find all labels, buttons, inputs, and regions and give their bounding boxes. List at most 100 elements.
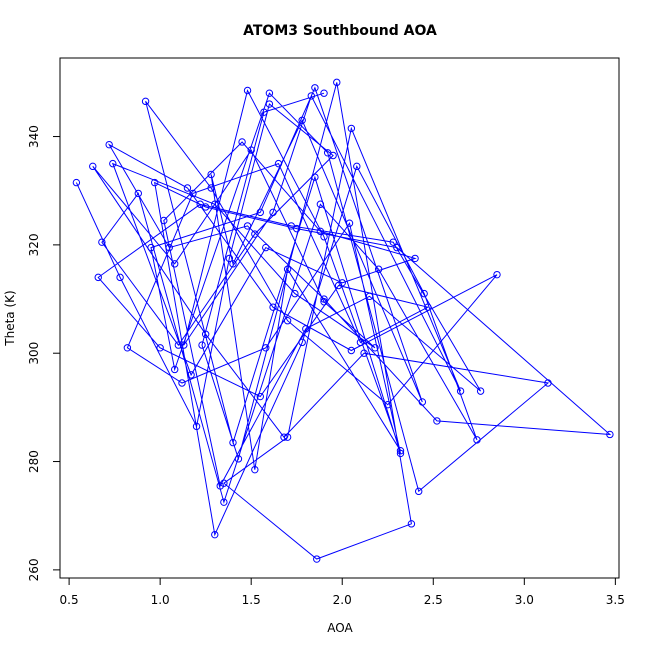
y-tick-label: 280 xyxy=(27,450,41,473)
data-point xyxy=(225,254,234,263)
series-line xyxy=(75,82,612,560)
data-point xyxy=(141,97,150,106)
data-point xyxy=(150,178,159,187)
y-axis-label: Theta (K) xyxy=(3,290,17,346)
y-tick-label: 260 xyxy=(27,558,41,581)
data-point xyxy=(187,371,195,379)
data-point xyxy=(265,89,274,97)
data-point xyxy=(374,265,383,273)
data-point xyxy=(207,170,215,179)
data-point xyxy=(256,392,264,401)
data-point xyxy=(345,219,354,227)
data-point xyxy=(338,279,346,287)
data-point xyxy=(196,200,204,208)
data-point xyxy=(313,555,321,563)
data-point xyxy=(476,387,485,395)
data-point xyxy=(544,379,552,387)
x-tick-label: 1.0 xyxy=(151,593,170,607)
data-point xyxy=(171,365,179,374)
data-point xyxy=(456,387,465,395)
data-point xyxy=(243,222,252,230)
data-point xyxy=(220,479,228,487)
data-point xyxy=(174,341,183,349)
data-point xyxy=(287,222,295,230)
data-point xyxy=(320,295,328,303)
data-point xyxy=(407,520,416,528)
data-point xyxy=(207,184,215,192)
data-point xyxy=(415,487,423,496)
x-axis: 0.5 1.0 1.5 2.0 2.5 3.0 3.5 xyxy=(60,577,625,607)
data-point xyxy=(229,438,237,447)
data-point xyxy=(94,273,102,282)
data-point xyxy=(262,243,270,252)
data-point xyxy=(183,184,192,192)
data-point xyxy=(396,449,405,458)
data-point xyxy=(265,100,274,108)
data-point xyxy=(89,162,97,171)
data-point xyxy=(180,341,188,349)
data-point xyxy=(134,189,142,198)
x-tick-label: 0.5 xyxy=(60,593,79,607)
data-point xyxy=(411,254,419,263)
data-point xyxy=(98,238,106,246)
y-tick-label: 340 xyxy=(27,125,41,148)
data-point xyxy=(198,341,206,349)
data-point xyxy=(360,349,368,357)
data-point xyxy=(220,498,228,506)
data-point xyxy=(473,436,481,444)
data-point xyxy=(347,124,356,133)
data-point xyxy=(283,317,292,325)
data-point xyxy=(291,289,299,298)
data-point xyxy=(433,417,441,425)
data-point xyxy=(347,346,356,355)
data-point xyxy=(147,243,155,252)
x-axis-label: AOA xyxy=(327,621,353,635)
x-tick-label: 3.5 xyxy=(606,593,625,607)
x-tick-label: 1.5 xyxy=(242,593,261,607)
data-point xyxy=(256,208,264,217)
data-point xyxy=(165,243,173,252)
data-point xyxy=(178,379,186,387)
data-point xyxy=(229,260,237,268)
data-point xyxy=(302,325,310,333)
data-point xyxy=(493,270,501,279)
data-point xyxy=(105,140,113,149)
data-point xyxy=(311,84,319,92)
data-point xyxy=(243,86,252,95)
plot-frame xyxy=(59,57,620,579)
data-point xyxy=(298,338,306,347)
x-tick-label: 2.5 xyxy=(424,593,443,607)
data-point xyxy=(283,433,292,441)
data-point xyxy=(320,298,328,306)
data-point xyxy=(262,344,270,352)
y-tick-label: 320 xyxy=(27,233,41,256)
data-point xyxy=(424,303,432,311)
data-point xyxy=(307,92,315,100)
y-tick-label: 300 xyxy=(27,342,41,365)
data-point xyxy=(393,243,401,252)
y-axis: 260 280 300 320 340 xyxy=(27,125,61,581)
data-point xyxy=(269,303,277,311)
data-point xyxy=(396,447,405,455)
data-point xyxy=(160,216,168,225)
data-point xyxy=(201,330,210,338)
data-point xyxy=(123,344,132,352)
data-point xyxy=(389,238,397,246)
data-point xyxy=(116,273,124,282)
data-point xyxy=(365,292,374,301)
data-point xyxy=(353,162,361,171)
data-point xyxy=(189,189,197,198)
data-point xyxy=(192,422,201,431)
data-point xyxy=(269,208,277,217)
data-point xyxy=(171,260,179,268)
data-point xyxy=(283,265,292,273)
data-point xyxy=(384,400,392,409)
data-point xyxy=(251,465,259,474)
data-point xyxy=(333,78,341,87)
x-tick-label: 3.0 xyxy=(515,593,534,607)
data-point xyxy=(356,338,365,347)
data-point xyxy=(260,108,268,116)
data-point xyxy=(320,233,328,241)
data-point xyxy=(156,344,164,352)
